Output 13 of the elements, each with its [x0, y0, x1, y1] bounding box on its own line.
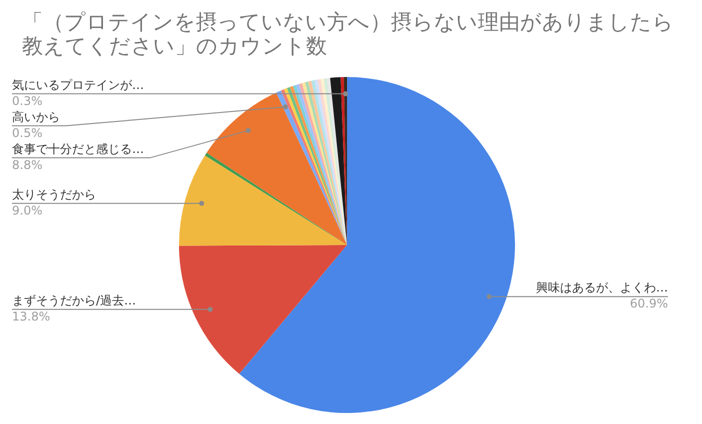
slice-label: 食事で十分だと感じる… — [12, 142, 144, 156]
data-label: 9.0% — [12, 204, 42, 218]
slice-label: 興味はあるが、よくわ… — [536, 280, 668, 295]
slice-label: 太りそうだから — [12, 188, 96, 202]
data-label: 13.8% — [12, 309, 50, 324]
slice-label: 気にいるプロテインが… — [12, 78, 144, 92]
slice-label: まずそうだから/過去… — [12, 293, 136, 308]
slice-label: 高いから — [12, 110, 60, 124]
data-label: 0.5% — [12, 126, 42, 140]
data-label: 0.3% — [12, 94, 42, 108]
data-label: 8.8% — [12, 158, 42, 172]
data-label: 60.9% — [630, 296, 668, 311]
chart-title: 「（プロテインを摂っていない方へ）摂らない理由がありましたら教えてください」のカウント数 — [22, 10, 675, 58]
